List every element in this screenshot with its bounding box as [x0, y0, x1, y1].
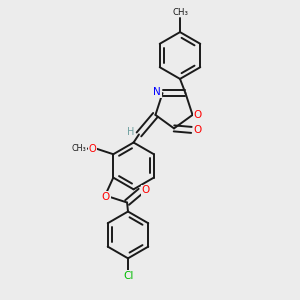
Text: O: O [102, 191, 110, 202]
Text: CH₃: CH₃ [172, 8, 188, 17]
Text: CH₃: CH₃ [72, 144, 86, 153]
Text: O: O [194, 110, 202, 120]
Text: O: O [193, 125, 202, 135]
Text: Cl: Cl [123, 271, 134, 281]
Text: O: O [142, 185, 150, 195]
Text: H: H [128, 127, 135, 137]
Text: N: N [153, 87, 161, 97]
Text: O: O [89, 143, 97, 154]
